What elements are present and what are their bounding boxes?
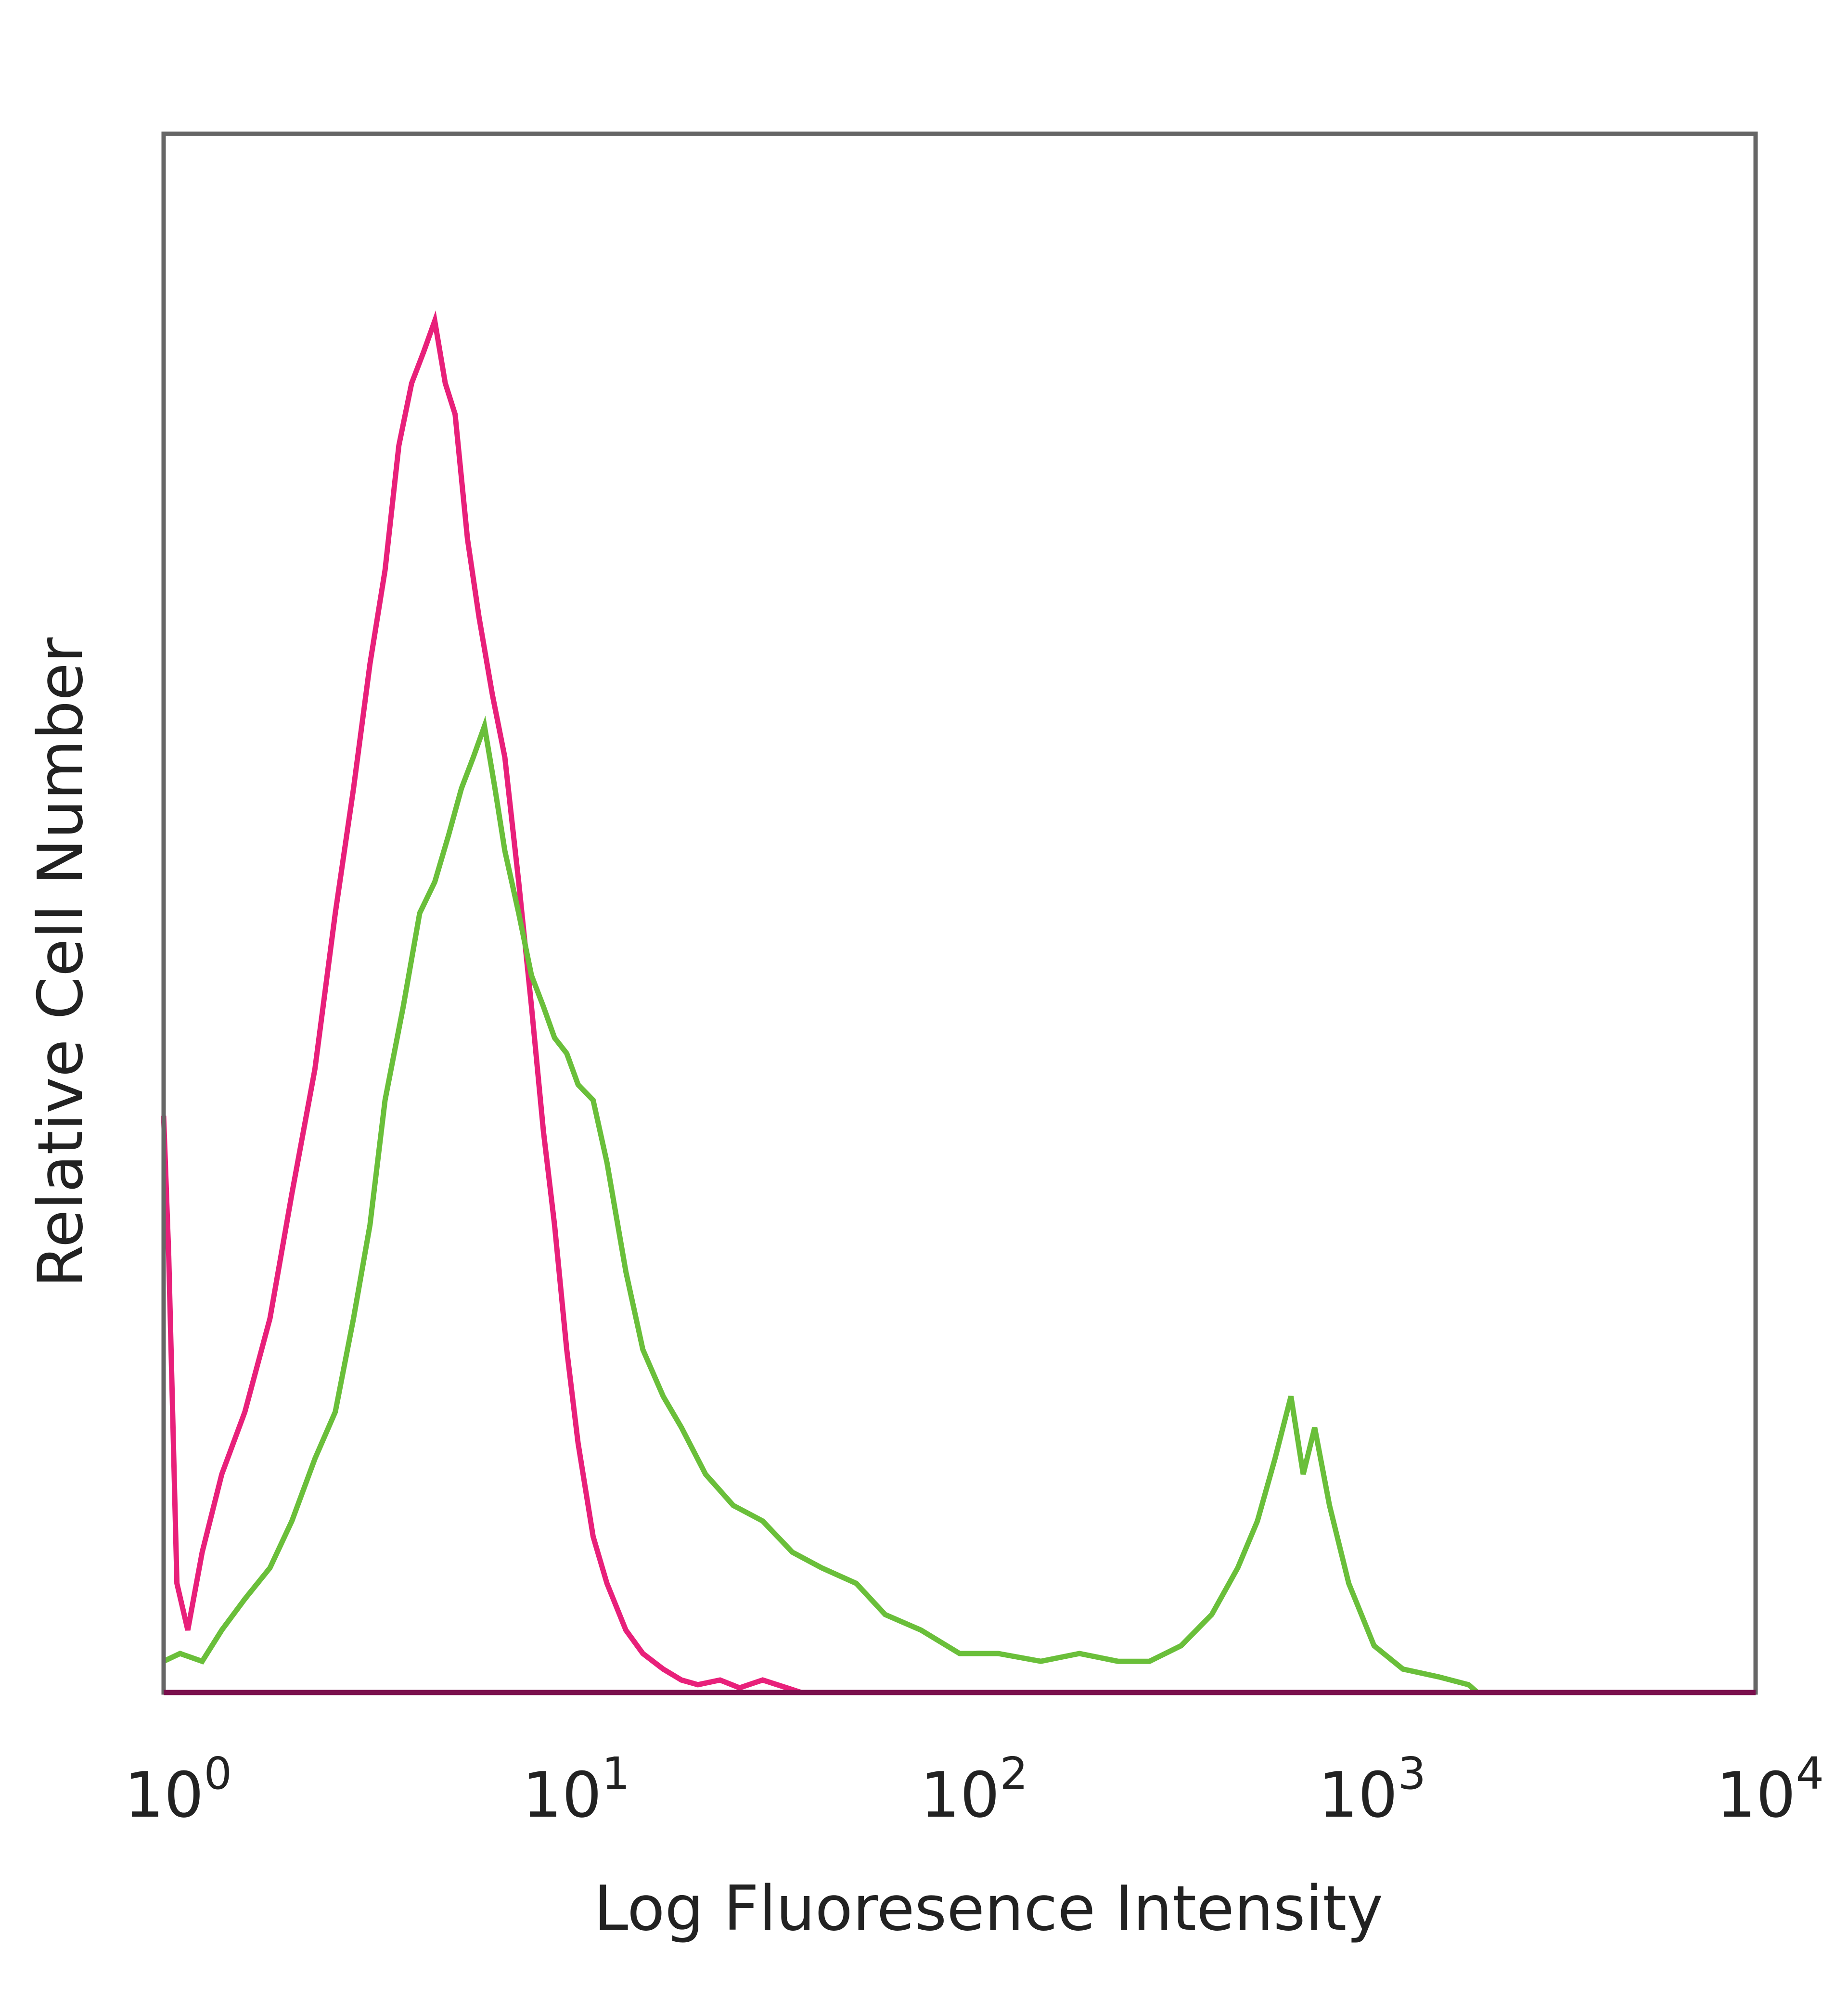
x-tick-base: 10 — [920, 1758, 1000, 1832]
x-tick-label: 104 — [1716, 1748, 1824, 1832]
x-tick-base: 10 — [1716, 1758, 1796, 1832]
x-tick-exponent: 4 — [1796, 1748, 1824, 1799]
x-tick-label: 100 — [124, 1748, 232, 1832]
x-tick-base: 10 — [522, 1758, 602, 1832]
histogram-series-2 — [162, 716, 1756, 1695]
x-tick-exponent: 3 — [1398, 1748, 1426, 1799]
series-layer — [161, 310, 1756, 1695]
x-tick-exponent: 2 — [1000, 1748, 1028, 1799]
y-axis-title: Relative Cell Number — [25, 637, 97, 1287]
histogram-series-1 — [161, 310, 1756, 1695]
x-tick-label: 101 — [522, 1748, 630, 1832]
x-tick-label: 103 — [1318, 1748, 1426, 1832]
x-tick-exponent: 1 — [602, 1748, 630, 1799]
x-tick-base: 10 — [1318, 1758, 1398, 1832]
x-tick-exponent: 0 — [204, 1748, 232, 1799]
x-tick-base: 10 — [124, 1758, 204, 1832]
x-axis-title: Log Fluoresence Intensity — [594, 1873, 1383, 1945]
x-tick-layer: 100 101 102 103 104 — [124, 1748, 1824, 1832]
x-tick-label: 102 — [920, 1748, 1028, 1832]
